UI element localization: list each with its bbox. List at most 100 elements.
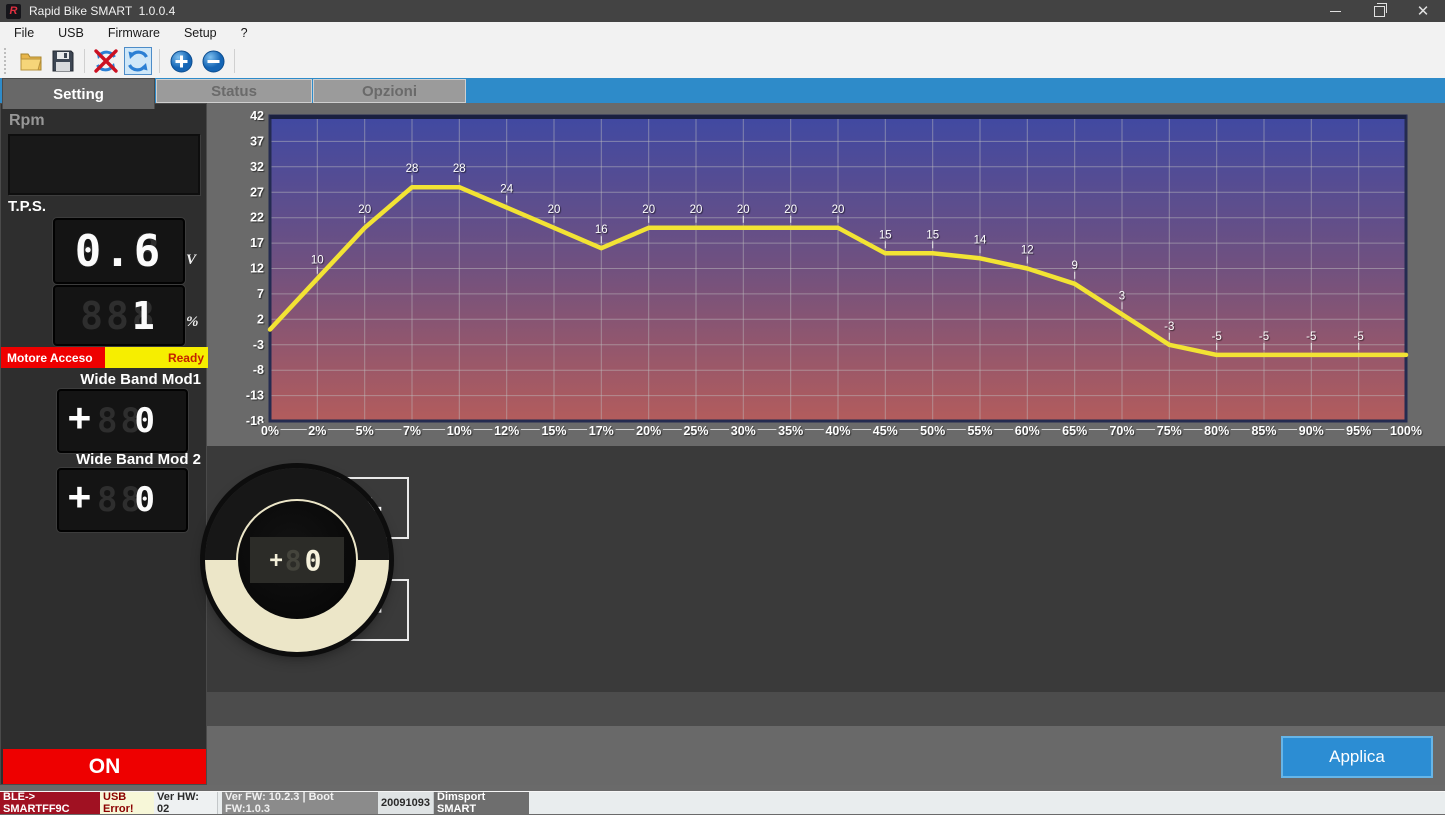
hw-version-status: Ver HW: 02: [154, 791, 218, 815]
tab-strip: Setting Status Opzioni: [0, 78, 1445, 109]
rpm-label: Rpm: [9, 112, 45, 129]
tab-opzioni[interactable]: Opzioni: [313, 79, 466, 103]
close-button[interactable]: ✕: [1401, 0, 1445, 22]
svg-text:0%: 0%: [261, 424, 279, 438]
svg-text:100%: 100%: [1390, 424, 1422, 438]
svg-text:12: 12: [1021, 245, 1034, 257]
svg-text:9: 9: [1071, 260, 1077, 272]
svg-text:20: 20: [690, 204, 703, 216]
app-logo-icon: R: [6, 3, 21, 19]
svg-text:-5: -5: [1354, 331, 1364, 343]
wideband1-value: 0: [111, 401, 158, 441]
point-labels: 10 20 28 28 24 20 16 20 20 20 20 20 15 15 14 12 9 3 -3 -5 -5…: [311, 163, 1364, 350]
increase-button[interactable]: [167, 47, 195, 75]
maximize-button[interactable]: [1357, 0, 1401, 22]
svg-text:2: 2: [257, 312, 264, 326]
plus-sign: +: [269, 547, 283, 573]
apply-button[interactable]: Applica: [1281, 736, 1433, 778]
status-bar: BLE-> SMARTFF9C USB Error! Ver HW: 02 Ve…: [0, 791, 1445, 815]
usb-disconnect-button[interactable]: [92, 47, 120, 75]
svg-text:20: 20: [548, 204, 561, 216]
serial-number-status: 20091093: [378, 792, 434, 814]
sync-icon: [128, 50, 148, 72]
plus-sign: +: [68, 474, 91, 518]
usb-disconnect-icon: [94, 49, 118, 73]
wideband2-display: + 88 0: [57, 468, 188, 532]
minimize-button[interactable]: [1313, 0, 1357, 22]
svg-text:27: 27: [250, 185, 264, 199]
svg-text:10: 10: [311, 255, 324, 267]
svg-text:75%: 75%: [1157, 424, 1182, 438]
rpm-display: [8, 134, 200, 195]
decrease-icon: [202, 50, 224, 72]
svg-text:-5: -5: [1212, 331, 1222, 343]
ble-status: BLE-> SMARTFF9C: [0, 791, 100, 815]
svg-text:25%: 25%: [683, 424, 708, 438]
svg-text:42: 42: [250, 109, 264, 123]
svg-text:12%: 12%: [494, 424, 519, 438]
svg-text:10%: 10%: [447, 424, 472, 438]
knob-zone-background: [207, 446, 1445, 692]
percent-unit: %: [186, 314, 199, 330]
svg-text:15: 15: [926, 229, 939, 241]
tab-status[interactable]: Status: [156, 79, 312, 103]
decrease-button[interactable]: [199, 47, 227, 75]
wideband1-display: + 88 0: [57, 389, 188, 453]
open-folder-icon: [20, 53, 42, 71]
svg-text:20: 20: [642, 204, 655, 216]
adjustment-knob[interactable]: + 88 0: [205, 468, 389, 652]
svg-text:60%: 60%: [1015, 424, 1040, 438]
plus-sign: +: [68, 395, 91, 439]
svg-text:-3: -3: [253, 338, 264, 352]
svg-text:32: 32: [250, 160, 264, 174]
svg-text:95%: 95%: [1346, 424, 1371, 438]
svg-text:20%: 20%: [636, 424, 661, 438]
svg-text:24: 24: [500, 184, 513, 196]
minimize-icon: [1329, 10, 1341, 12]
svg-text:-5: -5: [1259, 331, 1269, 343]
increase-icon: [170, 50, 192, 72]
menu-usb[interactable]: USB: [58, 26, 84, 40]
svg-text:85%: 85%: [1251, 424, 1276, 438]
toolbar-grip: [4, 48, 9, 74]
menu-firmware[interactable]: Firmware: [107, 26, 160, 40]
restore-icon: [1373, 2, 1387, 17]
menu-bar: File USB Firmware Setup ?: [0, 22, 1445, 45]
svg-text:14: 14: [974, 234, 987, 246]
save-button[interactable]: [49, 47, 77, 75]
menu-setup[interactable]: Setup: [183, 26, 217, 40]
power-on-button[interactable]: ON: [3, 749, 206, 784]
svg-text:7: 7: [257, 287, 264, 301]
sidebar-panel: Rpm T.P.S. 8.8 0.6 V 888 1 % Motore Acce…: [0, 103, 208, 785]
divider-strip: [207, 692, 1445, 726]
title-bar: R Rapid Bike SMART 1.0.0.4 ✕: [0, 0, 1445, 22]
menu-file[interactable]: File: [14, 26, 35, 40]
svg-text:37: 37: [250, 134, 264, 148]
svg-text:17%: 17%: [589, 424, 614, 438]
menu-help[interactable]: ?: [240, 26, 248, 40]
svg-text:16: 16: [595, 224, 608, 236]
svg-text:-8: -8: [253, 363, 264, 377]
segment-ghost: 8.8: [74, 225, 164, 277]
map-line: [267, 184, 1409, 358]
knob-value: 0: [284, 543, 325, 577]
open-file-button[interactable]: [17, 47, 45, 75]
toolbar-separator: [159, 49, 160, 73]
bottom-strip: [0, 785, 1445, 791]
svg-text:-13: -13: [246, 389, 264, 403]
svg-text:3: 3: [1119, 290, 1125, 302]
segment-ghost: 888: [80, 293, 158, 338]
svg-text:35%: 35%: [778, 424, 803, 438]
tps-map-chart[interactable]: 42 37 32 27 22 17 12 7 2 -3 -8 -13 -18 0% 2% 5% 7% 10% 12%…: [207, 103, 1445, 446]
svg-text:15: 15: [879, 229, 892, 241]
sync-button[interactable]: [124, 47, 152, 75]
svg-text:20: 20: [784, 204, 797, 216]
engine-status-row: Motore Acceso Ready: [1, 347, 208, 368]
engine-status-badge: Motore Acceso: [1, 347, 105, 368]
tab-setting[interactable]: Setting: [2, 78, 155, 109]
knob-inner-circle: + 88 0: [236, 499, 358, 621]
x-axis-labels: 0% 2% 5% 7% 10% 12% 15% 17% 20% 25% 30% 35% 40% 45% 50…: [259, 423, 1424, 438]
wideband2-value: 0: [111, 480, 158, 520]
